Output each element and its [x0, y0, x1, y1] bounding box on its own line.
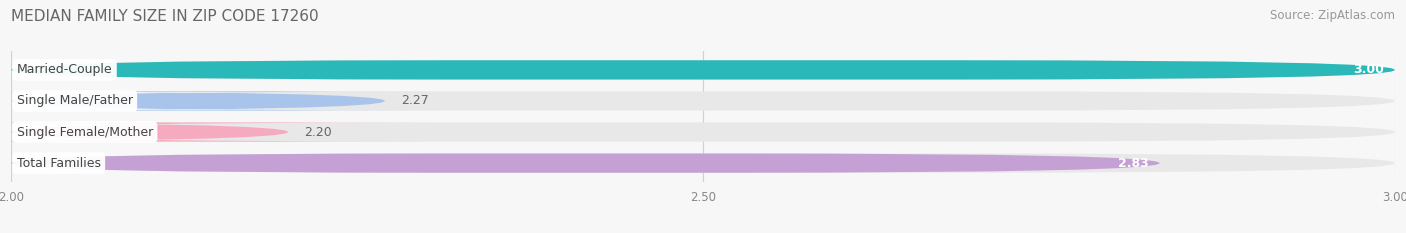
Text: Total Families: Total Families	[17, 157, 101, 170]
FancyBboxPatch shape	[11, 60, 1395, 79]
FancyBboxPatch shape	[0, 122, 440, 142]
Text: Single Female/Mother: Single Female/Mother	[17, 126, 153, 139]
Text: 2.83: 2.83	[1118, 157, 1149, 170]
Text: Married-Couple: Married-Couple	[17, 63, 112, 76]
FancyBboxPatch shape	[11, 122, 1395, 142]
FancyBboxPatch shape	[0, 91, 440, 111]
Text: 2.20: 2.20	[305, 126, 332, 139]
Text: Single Male/Father: Single Male/Father	[17, 94, 132, 107]
FancyBboxPatch shape	[11, 91, 1395, 111]
FancyBboxPatch shape	[11, 154, 1160, 173]
Text: 2.27: 2.27	[401, 94, 429, 107]
Text: 3.00: 3.00	[1353, 63, 1384, 76]
Text: Source: ZipAtlas.com: Source: ZipAtlas.com	[1270, 9, 1395, 22]
FancyBboxPatch shape	[11, 60, 1395, 79]
Text: MEDIAN FAMILY SIZE IN ZIP CODE 17260: MEDIAN FAMILY SIZE IN ZIP CODE 17260	[11, 9, 319, 24]
FancyBboxPatch shape	[11, 154, 1395, 173]
